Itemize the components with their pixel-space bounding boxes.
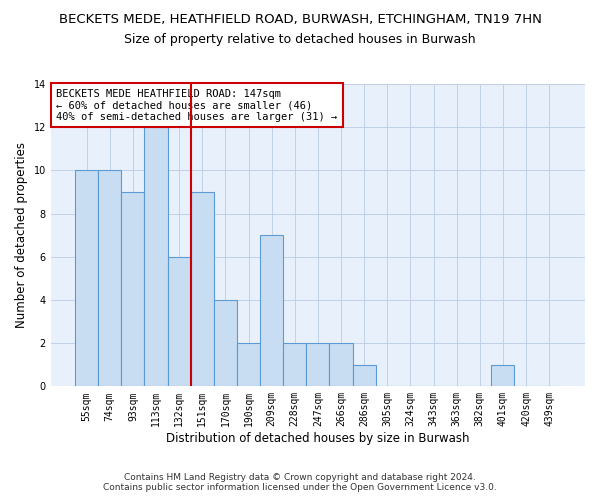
- Bar: [237, 343, 260, 386]
- X-axis label: Distribution of detached houses by size in Burwash: Distribution of detached houses by size …: [166, 432, 470, 445]
- Text: BECKETS MEDE HEATHFIELD ROAD: 147sqm
← 60% of detached houses are smaller (46)
4: BECKETS MEDE HEATHFIELD ROAD: 147sqm ← 6…: [56, 88, 337, 122]
- Text: Contains HM Land Registry data © Crown copyright and database right 2024.
Contai: Contains HM Land Registry data © Crown c…: [103, 473, 497, 492]
- Bar: [75, 170, 98, 386]
- Bar: [214, 300, 237, 386]
- Y-axis label: Number of detached properties: Number of detached properties: [15, 142, 28, 328]
- Text: BECKETS MEDE, HEATHFIELD ROAD, BURWASH, ETCHINGHAM, TN19 7HN: BECKETS MEDE, HEATHFIELD ROAD, BURWASH, …: [59, 12, 541, 26]
- Bar: [283, 343, 307, 386]
- Bar: [145, 127, 167, 386]
- Text: Size of property relative to detached houses in Burwash: Size of property relative to detached ho…: [124, 32, 476, 46]
- Bar: [260, 235, 283, 386]
- Bar: [353, 364, 376, 386]
- Bar: [167, 257, 191, 386]
- Bar: [98, 170, 121, 386]
- Bar: [307, 343, 329, 386]
- Bar: [491, 364, 514, 386]
- Bar: [121, 192, 145, 386]
- Bar: [329, 343, 353, 386]
- Bar: [191, 192, 214, 386]
